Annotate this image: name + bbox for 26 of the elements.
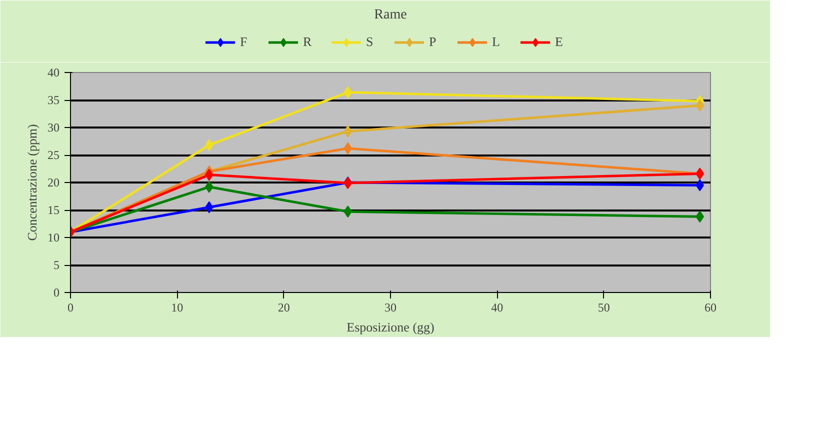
legend-label: S [366,34,374,50]
x-tick-label: 30 [384,300,396,314]
x-tick-label: 50 [598,300,610,314]
legend-label: L [492,34,501,50]
x-tick-label: 40 [491,300,504,314]
y-axis-title: Concentrazione (ppm) [24,124,40,241]
legend-label: R [303,34,313,50]
y-tick-label: 15 [48,203,60,217]
legend-label: F [240,34,248,50]
x-tick-label: 0 [68,300,74,314]
chart-title: Rame [374,8,407,22]
legend-label: E [555,34,564,50]
x-tick-label: 60 [704,300,716,314]
y-tick-label: 25 [48,148,60,162]
legend-label: P [429,34,438,50]
point [696,100,704,112]
x-tick-label: 10 [171,300,184,314]
x-axis-title: Esposizione (gg) [346,320,434,334]
y-tick-label: 35 [48,93,60,107]
y-tick-label: 5 [54,258,60,272]
y-tick-label: 20 [48,176,60,190]
y-tick-label: 40 [48,66,60,80]
y-tick-label: 0 [54,286,60,300]
x-tick-label: 20 [278,300,290,314]
y-tick-label: 10 [48,230,60,244]
y-tick-label: 30 [48,120,60,134]
